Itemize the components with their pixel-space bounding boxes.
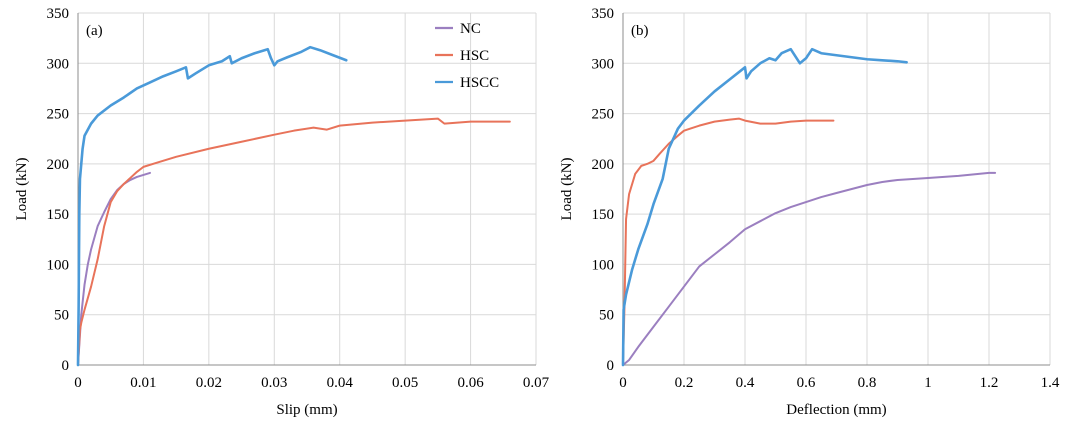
panel-a-x-tick-label: 0.06 (457, 375, 484, 391)
panel-a-series-hsc-line (77, 117, 511, 366)
panel-a-y-tick-label: 150 (47, 207, 70, 223)
panel-b-y-tick-label: 200 (592, 157, 615, 173)
panel-b-x-tick-label: 1.2 (980, 375, 999, 391)
panel-a-tag: (a) (86, 23, 103, 39)
panel-a-y-axis-title: Load (kN) (14, 158, 30, 221)
panel-a-x-tick-label: 0.05 (392, 375, 418, 391)
panel-b-y-tick-label: 150 (592, 207, 615, 223)
panel-a-y-tick-label: 50 (54, 308, 69, 324)
panel-b-y-tick-label: 250 (592, 107, 615, 123)
panel-a-series-hscc-line (76, 45, 348, 367)
panel-b-x-tick-label: 1.4 (1041, 375, 1060, 391)
panel-b-x-tick-label: 0.4 (736, 375, 755, 391)
panel-a-y-tick-label: 250 (47, 107, 70, 123)
panel-a-series-nc-line (77, 171, 151, 366)
panel-a-x-tick-label: 0.04 (327, 375, 354, 391)
panel-a-x-tick-label: 0.01 (130, 375, 156, 391)
panel-a-y-tick-label: 300 (47, 56, 70, 72)
panel-a-y-tick-label: 350 (47, 6, 70, 22)
panel-a-x-tick-label: 0.03 (261, 375, 287, 391)
panel-a-y-tick-label: 100 (47, 257, 70, 273)
panel-b-x-tick-label: 0.2 (675, 375, 694, 391)
legend-label-nc: NC (460, 21, 481, 37)
panel-b-series-nc-line (622, 171, 997, 366)
panel-b-y-tick-label: 350 (592, 6, 615, 22)
panel-b-y-axis-title: Load (kN) (559, 158, 575, 221)
panel-b-x-axis-title: Deflection (mm) (786, 402, 886, 418)
panel-b-series-hsc-line (622, 117, 835, 366)
panel-b-tag: (b) (631, 23, 649, 39)
panel-a-y-tick-label: 0 (62, 358, 70, 374)
panel-a-x-axis-title: Slip (mm) (276, 402, 337, 418)
panel-b: 0 0.2 0.4 0.6 0.8 1 1.2 1.4 0 50 100 150 200 250 300 35… (559, 6, 1060, 418)
panel-a-x-tick-label: 0 (74, 375, 82, 391)
panel-b-y-tick-label: 300 (592, 56, 615, 72)
panel-b-series-hscc-line (621, 47, 908, 367)
panel-b-x-tick-label: 0.8 (858, 375, 877, 391)
panel-b-x-tick-label: 0.6 (797, 375, 816, 391)
panel-a: 0 0.01 0.02 0.03 0.04 0.05 0.06 0.07 0 50 100 150 20… (14, 6, 550, 418)
panel-b-y-tick-label: 50 (599, 308, 614, 324)
legend-label-hscc: HSCC (460, 75, 499, 91)
panel-b-x-tick-label: 1 (924, 375, 932, 391)
legend-label-hsc: HSC (460, 48, 489, 64)
panel-b-y-tick-label: 0 (607, 358, 615, 374)
panel-b-y-tick-label: 100 (592, 257, 615, 273)
panel-a-x-tick-label: 0.02 (196, 375, 222, 391)
panel-a-legend: NC HSC HSCC (435, 21, 499, 91)
panel-a-y-tick-label: 200 (47, 157, 70, 173)
panel-b-x-tick-label: 0 (619, 375, 627, 391)
panel-a-x-tick-label: 0.07 (523, 375, 550, 391)
